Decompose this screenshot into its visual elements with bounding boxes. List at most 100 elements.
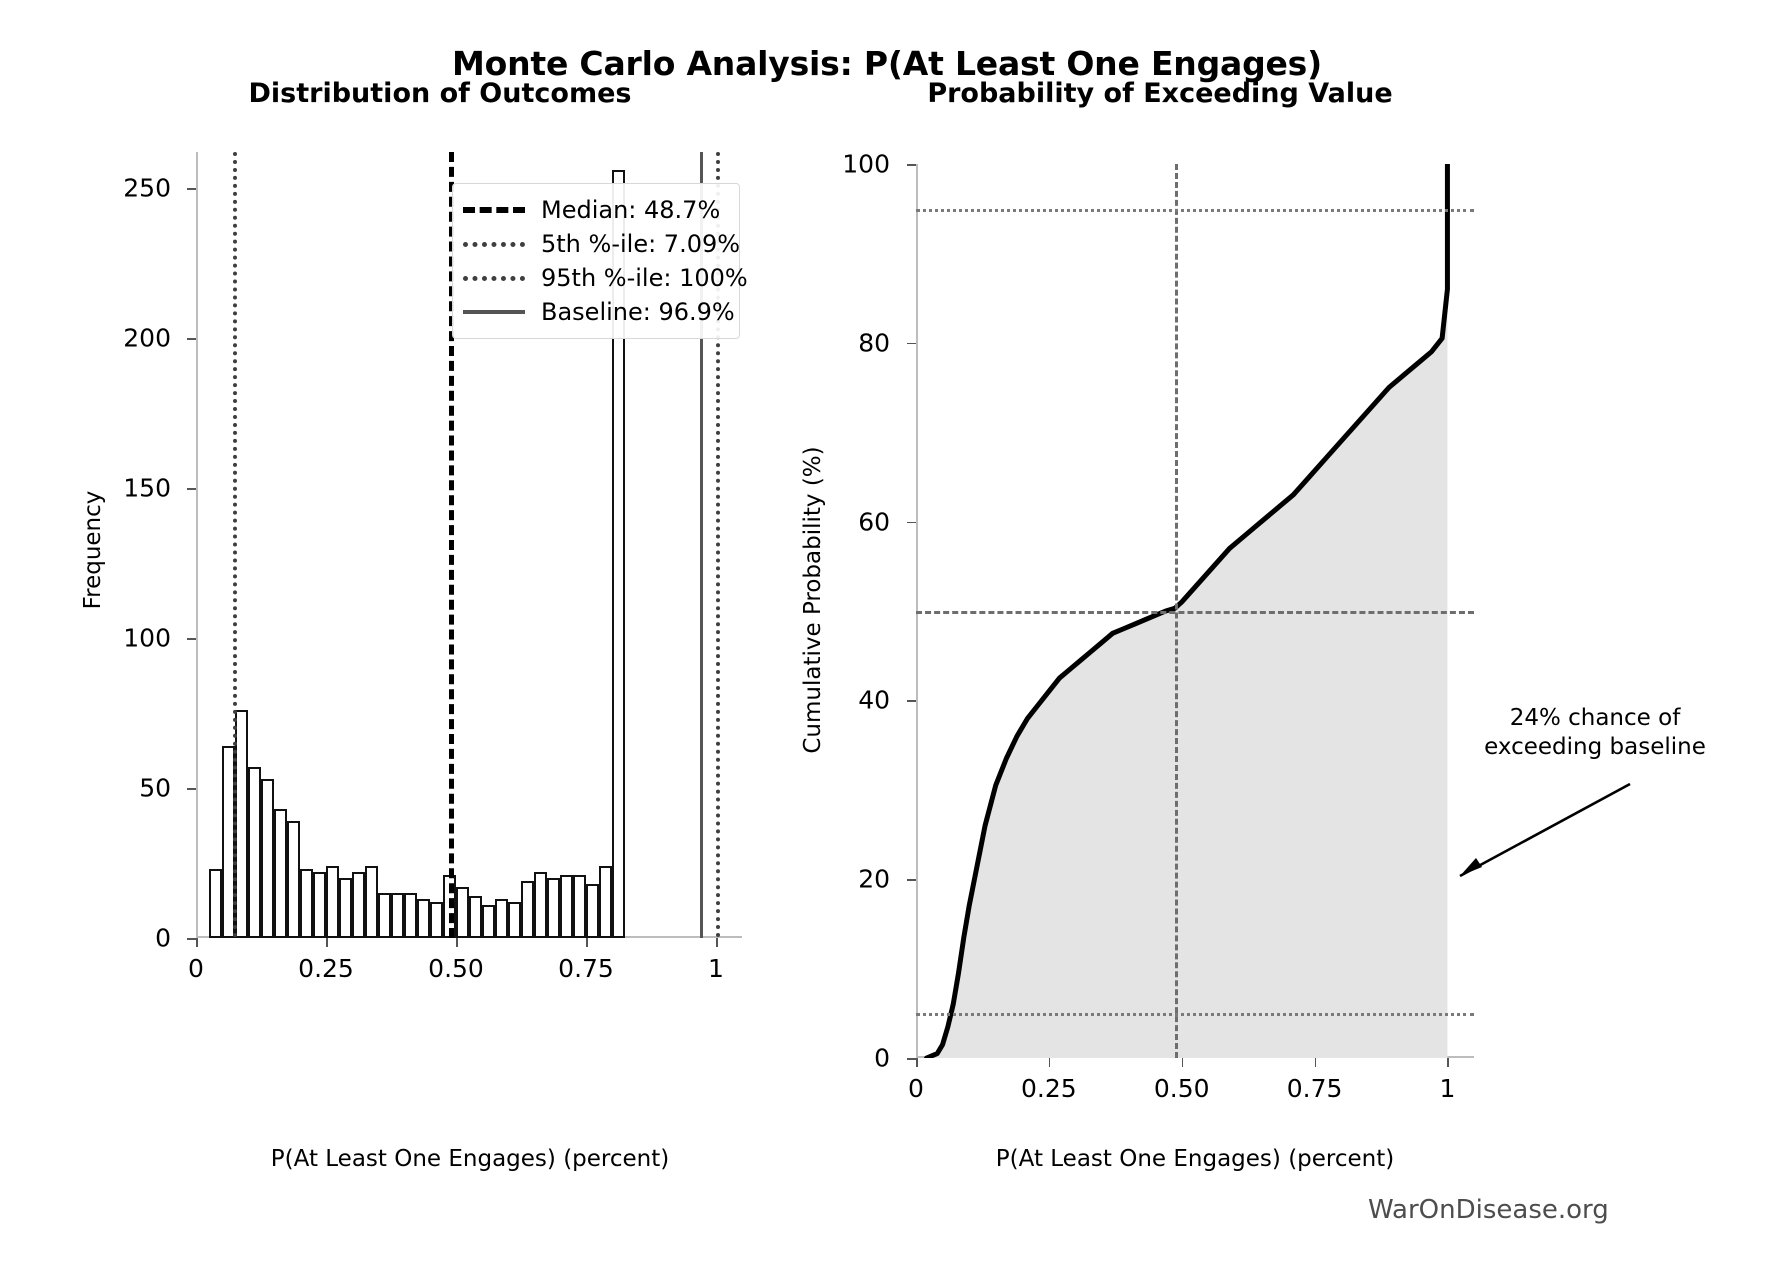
xtick-mark bbox=[1447, 1058, 1450, 1067]
histogram-bar bbox=[495, 899, 508, 938]
figure-suptitle: Monte Carlo Analysis: P(At Least One Eng… bbox=[451, 44, 1322, 83]
xtick-mark bbox=[326, 938, 328, 947]
histogram-bar bbox=[599, 866, 612, 938]
xtick-label: 0.50 bbox=[1153, 1074, 1210, 1103]
ytick-label: 50 bbox=[139, 773, 171, 803]
histogram-bar bbox=[534, 872, 547, 938]
histogram-legend: Median: 48.7% 5th %-ile: 7.09% 95th %-ile:… bbox=[452, 183, 748, 339]
histogram-bar bbox=[339, 878, 352, 938]
histogram-bar bbox=[352, 872, 365, 938]
ytick-mark bbox=[187, 938, 196, 940]
ytick-mark bbox=[907, 700, 916, 702]
histogram-axes: 0 50 100 150 200 250 0 0.25 0.50 0.75 1 bbox=[123, 152, 742, 983]
ytick-mark bbox=[907, 879, 916, 881]
ytick-label: 80 bbox=[858, 328, 890, 358]
ytick-label: 20 bbox=[858, 864, 890, 894]
xtick-label: 0 bbox=[188, 954, 204, 983]
histogram-bar bbox=[612, 170, 625, 938]
legend-label: 95th %-ile: 100% bbox=[541, 264, 748, 292]
xtick-mark bbox=[586, 938, 588, 947]
ytick-mark bbox=[187, 788, 196, 790]
histogram-bar bbox=[404, 893, 417, 938]
histogram-bar bbox=[391, 893, 404, 938]
histogram-bar bbox=[482, 905, 495, 938]
histogram-xlabel: P(At Least One Engages) (percent) bbox=[270, 1146, 670, 1172]
xtick-mark bbox=[916, 1058, 918, 1067]
ytick-mark bbox=[907, 1058, 916, 1060]
histogram-bar bbox=[456, 887, 469, 938]
ytick-mark bbox=[907, 521, 916, 524]
histogram-bar bbox=[521, 881, 534, 938]
legend-swatch-dotted bbox=[463, 241, 525, 247]
histogram-bar bbox=[508, 902, 521, 938]
xtick-label: 1 bbox=[1439, 1074, 1456, 1103]
xtick-mark bbox=[716, 938, 718, 947]
cdf-hline-p95-hline bbox=[916, 208, 1474, 212]
left-panel-title: Distribution of Outcomes bbox=[248, 78, 632, 109]
histogram-marker-baseline bbox=[699, 152, 703, 938]
histogram-marker-p05 bbox=[232, 152, 237, 938]
histogram-bar bbox=[287, 821, 300, 938]
histogram-bar bbox=[313, 872, 326, 938]
histogram-bar bbox=[547, 878, 560, 938]
ytick-label: 150 bbox=[123, 473, 171, 503]
xtick-mark bbox=[456, 938, 458, 947]
xtick-label: 1 bbox=[708, 954, 724, 983]
ytick-label: 0 bbox=[874, 1043, 890, 1073]
ytick-label: 40 bbox=[858, 685, 890, 715]
ytick-mark bbox=[187, 188, 196, 190]
cdf-annotation-label: 24% chance of exceeding baseline bbox=[1484, 705, 1706, 760]
legend-item-3: Baseline: 96.9% bbox=[463, 295, 735, 329]
xtick-mark bbox=[1048, 1058, 1051, 1067]
ytick-mark bbox=[187, 638, 196, 640]
histogram-bar bbox=[300, 869, 313, 938]
histogram-bar bbox=[560, 875, 573, 938]
xtick-mark bbox=[1181, 1058, 1184, 1067]
ytick-label: 100 bbox=[842, 149, 890, 179]
cdf-ylabel: Cumulative Probability (%) bbox=[800, 446, 826, 754]
histogram-ylabel: Frequency bbox=[80, 490, 106, 610]
histogram-marker-median bbox=[449, 152, 455, 938]
xtick-label: 0.75 bbox=[1286, 1074, 1343, 1103]
xtick-label: 0.25 bbox=[298, 954, 354, 983]
histogram-bar bbox=[378, 893, 391, 938]
watermark: WarOnDisease.org bbox=[1368, 1195, 1609, 1225]
histogram-bar bbox=[417, 899, 430, 938]
histogram-bar bbox=[209, 869, 222, 938]
cdf-hline-p05-hline bbox=[916, 1013, 1474, 1017]
cdf-annotation-arrow bbox=[1459, 782, 1631, 878]
xtick-label: 0.50 bbox=[428, 954, 484, 983]
legend-item-0: Median: 48.7% bbox=[463, 193, 727, 227]
ytick-mark bbox=[907, 164, 916, 166]
xtick-label: 0 bbox=[908, 1074, 924, 1103]
cdf-hline-median-hline bbox=[916, 611, 1474, 614]
ytick-label: 60 bbox=[858, 507, 890, 537]
xtick-label: 0.75 bbox=[558, 954, 614, 983]
cdf-xlabel: P(At Least One Engages) (percent) bbox=[995, 1146, 1395, 1172]
histogram-bar bbox=[235, 710, 248, 938]
left-axis-spine bbox=[196, 152, 198, 938]
legend-label: Median: 48.7% bbox=[541, 196, 721, 224]
ytick-label: 0 bbox=[155, 923, 171, 953]
histogram-marker-p95 bbox=[716, 152, 720, 938]
ytick-mark bbox=[907, 342, 916, 345]
xtick-label: 0.25 bbox=[1021, 1074, 1077, 1103]
ytick-label: 100 bbox=[123, 623, 171, 653]
histogram-bar bbox=[274, 809, 287, 938]
histogram-bar bbox=[573, 875, 586, 938]
ytick-label: 200 bbox=[123, 323, 171, 353]
histogram-bar bbox=[261, 779, 274, 938]
legend-label: Baseline: 96.9% bbox=[541, 298, 735, 326]
legend-item-1: 5th %-ile: 7.09% bbox=[463, 227, 740, 261]
ytick-mark bbox=[187, 488, 196, 490]
cdf-axes: 0 20 40 60 80 100 0 0.25 0.50 0.75 1 bbox=[842, 150, 1474, 1103]
legend-swatch-dashed bbox=[463, 207, 525, 213]
legend-item-2: 95th %-ile: 100% bbox=[463, 261, 748, 295]
xtick-mark bbox=[196, 938, 198, 947]
ytick-label: 250 bbox=[123, 173, 171, 203]
histogram-bar bbox=[365, 866, 378, 938]
histogram-bar bbox=[586, 884, 599, 938]
xtick-mark bbox=[1314, 1058, 1317, 1067]
histogram-bar bbox=[326, 866, 339, 938]
